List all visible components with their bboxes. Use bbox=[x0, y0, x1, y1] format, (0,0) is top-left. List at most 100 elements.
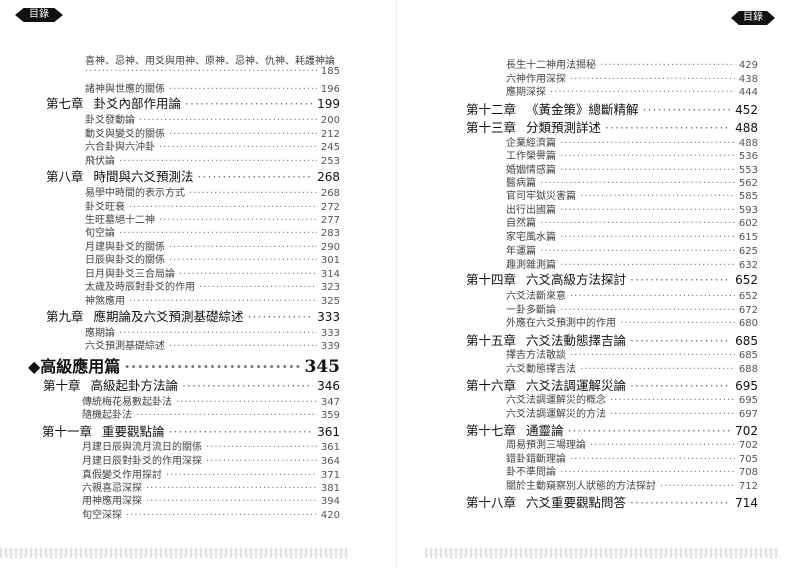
page-number: 688 bbox=[738, 364, 758, 375]
entry-title: 重要觀點論 bbox=[102, 423, 165, 439]
page-number: 625 bbox=[738, 246, 758, 257]
page-number: 712 bbox=[738, 481, 758, 492]
dot-leader bbox=[169, 424, 314, 439]
page-number: 245 bbox=[320, 142, 340, 153]
section-entry[interactable]: 六爻法調運解災的概念 695 bbox=[506, 391, 758, 406]
entry-title: 六爻動態擇吉法 bbox=[506, 364, 576, 375]
entry-title: 應期論及六爻預測基礎綜述 bbox=[93, 308, 244, 324]
page-number: 452 bbox=[735, 102, 758, 117]
section-entry[interactable]: 應期深探 444 bbox=[506, 83, 758, 98]
dot-leader bbox=[620, 318, 735, 329]
dot-leader bbox=[248, 309, 314, 324]
section-entry[interactable]: 生旺墓絕十二神 277 bbox=[85, 211, 340, 226]
entry-title: 旬空論 bbox=[85, 228, 115, 239]
entry-title: 神煞應用 bbox=[85, 296, 125, 307]
section-entry[interactable]: 六合卦與六沖卦 245 bbox=[85, 138, 340, 153]
section-entry[interactable]: 外應在六爻預測中的作用 680 bbox=[506, 314, 758, 329]
page-number: 394 bbox=[320, 496, 340, 507]
section-entry[interactable]: 六爻法調運解災的方法 697 bbox=[506, 405, 758, 420]
page-number: 333 bbox=[317, 309, 340, 324]
entry-title: 月建與卦爻的關係 bbox=[85, 242, 165, 253]
page-number: 381 bbox=[320, 483, 340, 494]
section-entry[interactable]: 旬空深探 420 bbox=[82, 506, 340, 521]
section-entry[interactable]: 喜神、忌神、用爻與用神、原神、忌神、仇神、耗護神論 bbox=[85, 52, 335, 67]
section-entry[interactable]: 家宅風水篇 615 bbox=[506, 228, 758, 243]
section-entry[interactable]: 卦不準問論 708 bbox=[506, 463, 758, 478]
section-entry[interactable]: 旬空論 283 bbox=[85, 224, 340, 239]
page-number: 697 bbox=[738, 409, 758, 420]
section-entry[interactable]: 自然篇 602 bbox=[506, 214, 758, 229]
section-entry[interactable]: 一卦多斷論 672 bbox=[506, 301, 758, 316]
section-entry[interactable]: 關於主動窺察別人狀態的方法探討 712 bbox=[506, 477, 758, 492]
section-entry[interactable]: 月建日辰對卦爻的作用深探 364 bbox=[82, 452, 340, 467]
section-entry[interactable]: 諸神與世應的關係 196 bbox=[85, 80, 340, 95]
page-number: 562 bbox=[738, 178, 758, 189]
section-entry[interactable]: 六神作用深探 438 bbox=[506, 70, 758, 85]
section-entry[interactable]: 醫病篇 562 bbox=[506, 174, 758, 189]
section-entry[interactable]: 日月與卦爻三合局論 314 bbox=[85, 265, 340, 280]
section-entry[interactable]: 185 bbox=[85, 66, 340, 77]
section-entry[interactable]: 傳統梅花易數起卦法 347 bbox=[82, 393, 340, 408]
chapter-number: 第十二章 bbox=[466, 101, 517, 117]
section-entry[interactable]: 易學中時間的表示方式 268 bbox=[85, 184, 340, 199]
section-entry[interactable]: 擇吉方法散談 685 bbox=[506, 346, 758, 361]
chapter-number: 第十七章 bbox=[466, 422, 517, 438]
dot-leader bbox=[85, 66, 317, 77]
section-entry[interactable]: 卦爻發動論 200 bbox=[85, 111, 340, 126]
section-entry[interactable]: 月建與卦爻的關係 290 bbox=[85, 238, 340, 253]
section-entry[interactable]: 動爻與變爻的關係 212 bbox=[85, 125, 340, 140]
section-entry[interactable]: 隨機起卦法 359 bbox=[82, 406, 340, 421]
entry-title: 月建日辰與流月流日的關係 bbox=[82, 442, 202, 453]
dot-leader bbox=[136, 410, 317, 421]
page-number: 199 bbox=[317, 96, 340, 111]
page-number: 346 bbox=[317, 378, 340, 393]
entry-title: 外應在六爻預測中的作用 bbox=[506, 318, 616, 329]
section-entry[interactable]: 六親喜忌深探 381 bbox=[82, 479, 340, 494]
section-entry[interactable]: 工作榮譽篇 536 bbox=[506, 147, 758, 162]
section-entry[interactable]: 六爻法斷來意 652 bbox=[506, 287, 758, 302]
chapter-entry[interactable]: 第十二章《黃金策》總斷精解 452 bbox=[466, 99, 758, 118]
page-number: 685 bbox=[738, 350, 758, 361]
section-entry[interactable]: 婚姻情感篇 553 bbox=[506, 161, 758, 176]
section-entry[interactable]: 飛伏論 253 bbox=[85, 152, 340, 167]
page-number: 364 bbox=[320, 456, 340, 467]
entry-title: 六爻法調運解災的概念 bbox=[506, 395, 606, 406]
entry-title: 長生十二神用法揭秘 bbox=[506, 60, 596, 71]
section-entry[interactable]: 六爻動態擇吉法 688 bbox=[506, 360, 758, 375]
section-entry[interactable]: 太歲及時辰對卦爻的作用 323 bbox=[85, 278, 340, 293]
section-entry[interactable]: 神煞應用 325 bbox=[85, 292, 340, 307]
page-number: 444 bbox=[738, 87, 758, 98]
section-entry[interactable]: 應期論 333 bbox=[85, 324, 340, 339]
dot-leader bbox=[660, 481, 735, 492]
section-entry[interactable]: 周易預測三場理論 702 bbox=[506, 436, 758, 451]
section-entry[interactable]: 用神應用深探 394 bbox=[82, 492, 340, 507]
section-entry[interactable]: 日辰與卦爻的關係 301 bbox=[85, 251, 340, 266]
section-entry[interactable]: 企業經濟篇 488 bbox=[506, 134, 758, 149]
section-entry[interactable]: 年運篇 625 bbox=[506, 242, 758, 257]
part-entry[interactable]: ◆高級應用篇 345 bbox=[28, 353, 340, 377]
section-entry[interactable]: 卦爻旺衰 272 bbox=[85, 198, 340, 213]
section-entry[interactable]: 官司牢獄災害篇 585 bbox=[506, 187, 758, 202]
page-number: 680 bbox=[738, 318, 758, 329]
section-entry[interactable]: 長生十二神用法揭秘 429 bbox=[506, 56, 758, 71]
entry-title: 易學中時間的表示方式 bbox=[85, 188, 185, 199]
section-entry[interactable]: 出行出國篇 593 bbox=[506, 201, 758, 216]
section-entry[interactable]: 六爻預測基礎綜述 339 bbox=[85, 337, 340, 352]
section-entry[interactable]: 月建日辰與流月流日的關係 361 bbox=[82, 438, 340, 453]
section-entry[interactable]: 趣測雜測篇 632 bbox=[506, 256, 758, 271]
dot-leader bbox=[550, 87, 735, 98]
section-entry[interactable]: 錯卦錯斷理論 705 bbox=[506, 450, 758, 465]
section-entry[interactable]: 真假變爻作用探討 371 bbox=[82, 466, 340, 481]
chapter-number: 第十六章 bbox=[466, 377, 517, 393]
